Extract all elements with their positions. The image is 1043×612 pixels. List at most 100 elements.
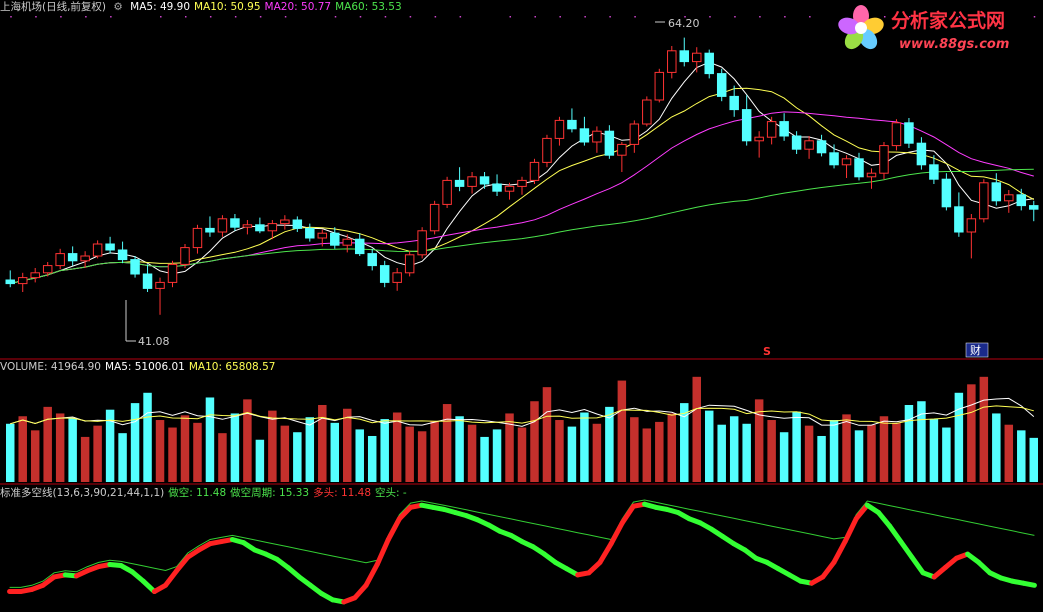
candle[interactable]: [916, 137, 927, 170]
candle[interactable]: [429, 200, 440, 235]
candle[interactable]: [267, 220, 278, 240]
candle[interactable]: [904, 118, 914, 148]
candle[interactable]: [379, 260, 390, 288]
candle[interactable]: [841, 155, 852, 178]
candle[interactable]: [816, 134, 827, 157]
candle[interactable]: [766, 116, 777, 145]
candle[interactable]: [354, 233, 365, 256]
candle[interactable]: [367, 248, 377, 271]
volume-bar: [18, 416, 27, 482]
candle[interactable]: [292, 216, 303, 232]
indicator-segment-bull: [352, 582, 369, 601]
candle[interactable]: [392, 268, 402, 291]
candle[interactable]: [991, 173, 1002, 206]
candle[interactable]: [1004, 190, 1014, 213]
candle[interactable]: [941, 173, 952, 211]
candle[interactable]: [704, 49, 714, 79]
candle[interactable]: [879, 142, 889, 180]
candle[interactable]: [404, 251, 415, 277]
candle[interactable]: [192, 224, 203, 254]
candle[interactable]: [105, 236, 115, 254]
candle[interactable]: [629, 120, 640, 153]
candle[interactable]: [954, 192, 964, 237]
candle[interactable]: [529, 158, 540, 184]
candle[interactable]: [567, 108, 577, 133]
candle-body-up: [754, 136, 764, 142]
volume-bar: [792, 411, 801, 482]
candle[interactable]: [679, 37, 690, 67]
volume-bar: [567, 426, 577, 482]
candle[interactable]: [330, 227, 340, 249]
candle[interactable]: [30, 268, 40, 283]
candle[interactable]: [442, 176, 452, 208]
candle[interactable]: [230, 214, 240, 231]
finance-event-box[interactable]: [965, 342, 989, 358]
candle[interactable]: [454, 167, 465, 192]
candle[interactable]: [667, 46, 677, 79]
candle[interactable]: [891, 119, 902, 151]
candle[interactable]: [554, 116, 565, 146]
candle[interactable]: [741, 95, 752, 146]
candle[interactable]: [180, 244, 190, 268]
candle[interactable]: [804, 136, 814, 159]
candle[interactable]: [205, 216, 215, 237]
candle[interactable]: [517, 176, 527, 195]
settings-gear-icon[interactable]: ⚙: [113, 1, 123, 13]
candle[interactable]: [779, 113, 789, 141]
candle[interactable]: [280, 215, 290, 230]
volume-legend-item-2: MA10: 65808.57: [188, 361, 276, 373]
candle[interactable]: [492, 174, 502, 196]
candle[interactable]: [642, 96, 652, 127]
candle[interactable]: [966, 214, 977, 259]
candle[interactable]: [604, 125, 615, 159]
candle[interactable]: [592, 126, 602, 153]
candle[interactable]: [155, 277, 165, 315]
volume-bar: [804, 425, 814, 482]
candle[interactable]: [929, 155, 939, 184]
candle[interactable]: [791, 131, 802, 154]
candle[interactable]: [317, 229, 328, 247]
volume-bar: [168, 427, 177, 482]
candle-body-up: [517, 179, 527, 187]
candle[interactable]: [866, 168, 877, 189]
candle[interactable]: [92, 240, 103, 259]
candle[interactable]: [479, 172, 490, 189]
candle-body-up: [167, 263, 178, 283]
candle[interactable]: [417, 227, 427, 259]
candle[interactable]: [1016, 188, 1027, 211]
candle[interactable]: [117, 241, 128, 264]
candle[interactable]: [654, 68, 665, 103]
candle[interactable]: [130, 256, 140, 278]
candle[interactable]: [55, 248, 65, 270]
candle[interactable]: [255, 217, 265, 234]
candle-body-up: [217, 218, 228, 233]
candle[interactable]: [829, 144, 839, 169]
candle[interactable]: [542, 134, 552, 168]
candle[interactable]: [467, 172, 477, 194]
candle[interactable]: [242, 220, 253, 235]
candle[interactable]: [17, 272, 28, 292]
volume-bar: [355, 429, 364, 482]
candle[interactable]: [729, 85, 739, 117]
indicator-segment-bear: [976, 559, 993, 576]
candle[interactable]: [80, 251, 90, 268]
candle[interactable]: [142, 264, 153, 292]
candle[interactable]: [42, 262, 53, 277]
candle[interactable]: [579, 116, 590, 146]
candle[interactable]: [167, 260, 178, 288]
candle[interactable]: [5, 270, 15, 288]
candle[interactable]: [305, 223, 315, 242]
candle[interactable]: [342, 234, 352, 253]
candle[interactable]: [716, 68, 727, 102]
candle[interactable]: [67, 246, 78, 266]
candle[interactable]: [617, 142, 627, 172]
candle[interactable]: [1029, 200, 1039, 222]
candle-body-down: [929, 164, 939, 180]
candle[interactable]: [754, 131, 764, 158]
stock-name-label[interactable]: 上海机场(日线,前复权): [0, 1, 107, 13]
candle[interactable]: [692, 47, 702, 73]
candle[interactable]: [979, 179, 989, 223]
candle[interactable]: [504, 182, 515, 200]
candle[interactable]: [217, 215, 228, 237]
candle[interactable]: [854, 152, 864, 181]
